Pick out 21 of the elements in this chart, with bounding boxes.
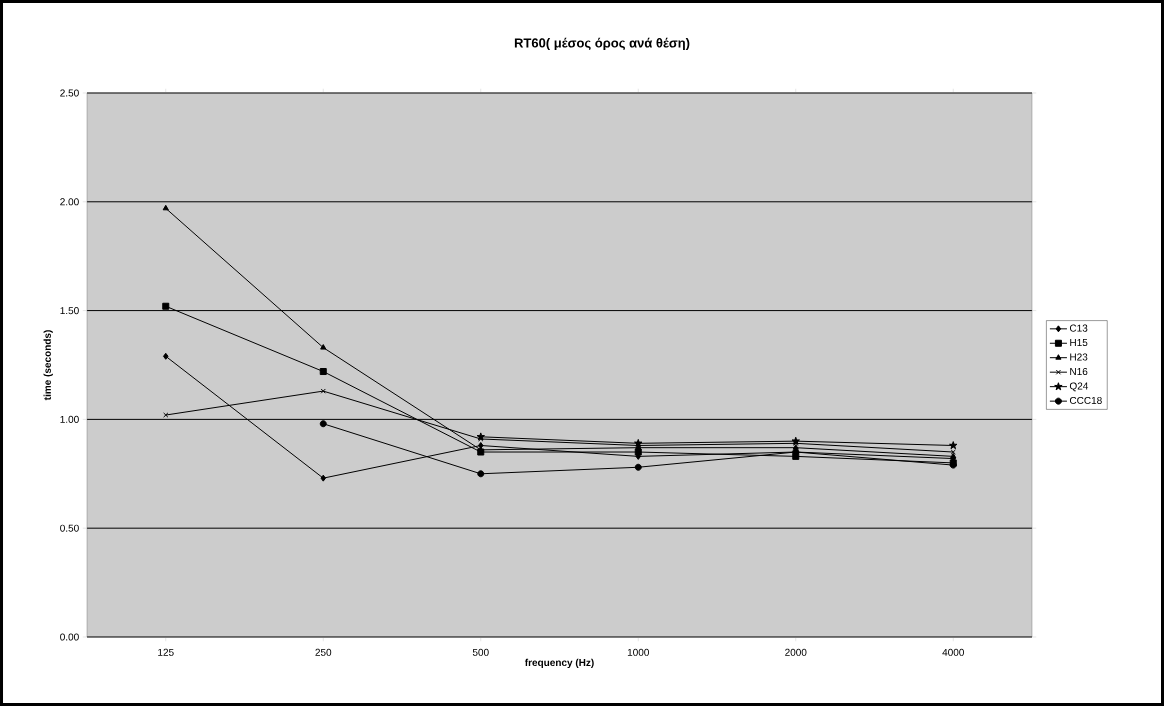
legend-label: CCC18 [1069, 396, 1102, 404]
x-tick-label: 1000 [627, 648, 649, 656]
x-tick-label: 250 [315, 648, 332, 656]
legend-label: H15 [1070, 339, 1088, 347]
legend-label: Q24 [1069, 382, 1089, 392]
x-tick-label: 4000 [942, 648, 964, 656]
legend-label: C13 [1069, 324, 1088, 332]
y-axis-title: time (seconds) [43, 330, 53, 401]
legend-label: N16 [1070, 367, 1088, 376]
x-tick-label: 2000 [785, 648, 807, 656]
y-tick-label: 0.00 [60, 633, 79, 641]
x-axis-title: frequency (Hz) [524, 658, 594, 669]
y-tick-label: 2.00 [60, 198, 79, 206]
y-tick-label: 1.50 [60, 307, 79, 315]
y-tick-label: 0.50 [60, 524, 79, 532]
y-tick-label: 2.50 [60, 89, 79, 97]
x-tick-label: 125 [158, 648, 174, 656]
legend-label: H23 [1070, 353, 1088, 361]
y-tick-label: 1.00 [60, 415, 79, 423]
chart-title: RT60( μέσος όρος ανά θέση) [514, 37, 690, 51]
x-tick-label: 500 [472, 648, 489, 656]
